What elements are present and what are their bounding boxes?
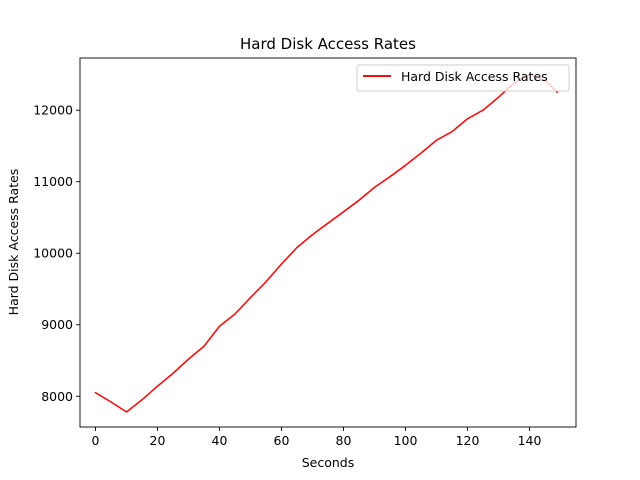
legend-entry-label: Hard Disk Access Rates <box>401 69 548 84</box>
x-tick-label: 100 <box>394 433 418 448</box>
x-tick-label: 20 <box>150 433 166 448</box>
y-tick-label: 10000 <box>33 246 73 261</box>
series-line-0 <box>94 73 559 413</box>
y-tick-label: 8000 <box>41 389 73 404</box>
x-tick-label: 140 <box>518 433 542 448</box>
y-tick-label: 9000 <box>41 317 73 332</box>
y-axis-label: Hard Disk Access Rates <box>6 169 21 316</box>
y-tick-label: 11000 <box>33 174 73 189</box>
plot-frame <box>79 57 577 428</box>
y-tick-label: 12000 <box>33 103 73 118</box>
x-axis-label: Seconds <box>302 455 355 470</box>
x-tick-label: 40 <box>212 433 228 448</box>
x-tick-label: 0 <box>92 433 100 448</box>
x-tick-label: 60 <box>274 433 290 448</box>
plot-area: 0 20 40 60 80 100 120 140 8000 9000 10000 11000 1200… <box>33 57 577 448</box>
x-tick-label: 80 <box>336 433 352 448</box>
x-tick-label: 120 <box>456 433 480 448</box>
legend: Hard Disk Access Rates <box>356 64 570 92</box>
chart-title: Hard Disk Access Rates <box>240 35 416 53</box>
legend-box <box>356 64 570 92</box>
